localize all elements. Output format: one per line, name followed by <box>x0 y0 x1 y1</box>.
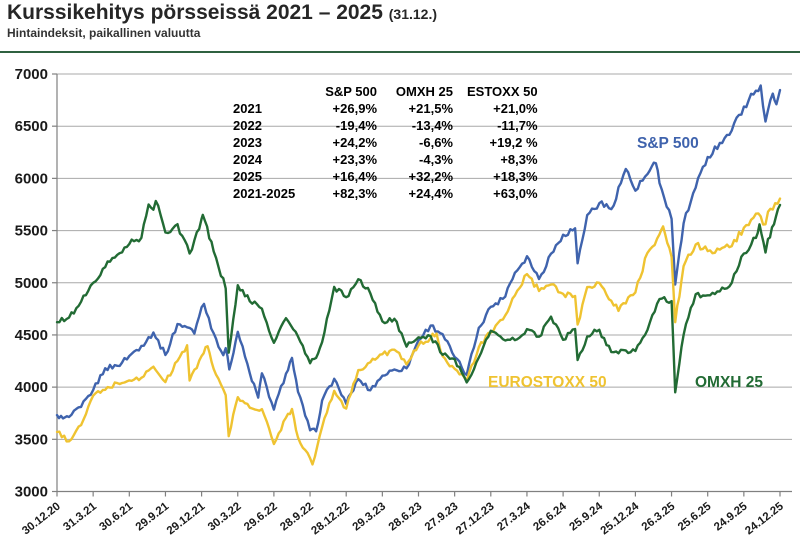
return-value: OMXH 25 <box>395 84 453 99</box>
return-value: +26,9% <box>332 101 377 116</box>
y-axis-label: 4500 <box>15 327 48 344</box>
return-value: -4,3% <box>419 152 453 167</box>
return-value: +19,2 % <box>489 135 538 150</box>
return-value: -6,6% <box>419 135 453 150</box>
x-axis-label: 29.6.22 <box>242 500 280 533</box>
row-label: 2024 <box>233 152 262 167</box>
y-axis-label: 5500 <box>15 223 48 240</box>
x-axis-label: 25.12.24 <box>599 500 642 537</box>
x-axis-label: 30.12.20 <box>20 500 63 537</box>
return-value: S&P 500 <box>325 84 377 99</box>
annual-returns-table: S&P 500 OMXH 25 ESTOXX 50 2021 +26,9% +21,5% +… <box>233 83 538 202</box>
table-row: 2021-2025 +82,3% +24,4% +63,0% <box>233 185 538 202</box>
row-label: 2025 <box>233 169 262 184</box>
header-divider <box>0 51 800 53</box>
return-value: +21,0% <box>493 101 538 116</box>
y-axis-label: 7000 <box>15 66 48 83</box>
return-value: ESTOXX 50 <box>467 84 538 99</box>
return-value: +23,3% <box>332 152 377 167</box>
series-label-s-p-500: S&P 500 <box>637 135 699 152</box>
series-label-eurostoxx-50: EUROSTOXX 50 <box>488 374 607 391</box>
x-axis-label: 26.6.24 <box>531 500 569 533</box>
table-header-row: S&P 500 OMXH 25 ESTOXX 50 <box>233 83 538 100</box>
return-value: -13,4% <box>411 118 453 133</box>
y-axis-label: 6000 <box>15 170 48 187</box>
row-label <box>233 83 301 100</box>
return-value: +21,5% <box>408 101 453 116</box>
row-label: 2022 <box>233 118 262 133</box>
row-label: 2023 <box>233 135 262 150</box>
page-title: Kurssikehitys pörsseissä 2021 – 2025 (31… <box>7 1 800 25</box>
return-value: +82,3% <box>332 186 377 201</box>
return-value: +8,3% <box>500 152 538 167</box>
table-row: 2025 +16,4% +32,2% +18,3% <box>233 168 538 185</box>
x-axis-label: 27.3.24 <box>495 500 533 533</box>
y-axis-label: 3000 <box>15 484 48 501</box>
row-label: 2021-2025 <box>233 186 296 201</box>
x-axis-label: 28.6.23 <box>387 500 425 533</box>
x-axis-label: 25.6.25 <box>676 500 714 533</box>
table-row: 2022 -19,4% -13,4% -11,7% <box>233 117 538 134</box>
return-value: +18,3% <box>493 169 538 184</box>
x-axis-label: 30.6.21 <box>98 500 136 533</box>
series-line-omxh-25 <box>55 199 782 394</box>
chart-subtitle: Hintaindeksit, paikallinen valuutta <box>7 26 201 40</box>
x-axis-label: 31.3.21 <box>61 500 99 533</box>
series-line-eurostoxx-50 <box>55 197 782 466</box>
return-value: -11,7% <box>497 118 538 133</box>
return-value: -19,4% <box>335 118 377 133</box>
x-axis-label: 27.12.23 <box>454 500 497 537</box>
series-label-omxh-25: OMXH 25 <box>695 374 763 391</box>
chart-header: Kurssikehitys pörsseissä 2021 – 2025 (31… <box>7 1 800 40</box>
return-value: +32,2% <box>408 169 453 184</box>
x-axis-label: 26.3.25 <box>640 500 678 533</box>
y-axis-label: 6500 <box>15 118 48 135</box>
x-axis-label: 29.3.23 <box>351 500 389 533</box>
return-value: +16,4% <box>332 169 377 184</box>
title-suffix: (31.12.) <box>388 6 438 22</box>
y-axis-label: 5000 <box>15 275 48 292</box>
y-axis-label: 4000 <box>15 379 48 396</box>
return-value: +24,2% <box>332 135 377 150</box>
table-row: 2021 +26,9% +21,5% +21,0% <box>233 100 538 117</box>
return-value: +24,4% <box>408 186 453 201</box>
return-value: +63,0% <box>493 186 538 201</box>
x-axis-label: 30.3.22 <box>206 500 244 533</box>
series-line-s-p-500 <box>55 84 782 433</box>
row-label: 2021 <box>233 101 262 116</box>
title-text: Kurssikehitys pörsseissä 2021 – 2025 <box>7 1 383 24</box>
table-row: 2023 +24,2% -6,6% +19,2 % <box>233 134 538 151</box>
table-row: 2024 +23,3% -4,3% +8,3% <box>233 151 538 168</box>
x-axis-label: 29.12.21 <box>165 500 208 537</box>
x-axis-label: 28.12.22 <box>309 500 352 537</box>
y-axis-label: 3500 <box>15 431 48 448</box>
x-axis-label: 24.12.25 <box>743 500 786 537</box>
